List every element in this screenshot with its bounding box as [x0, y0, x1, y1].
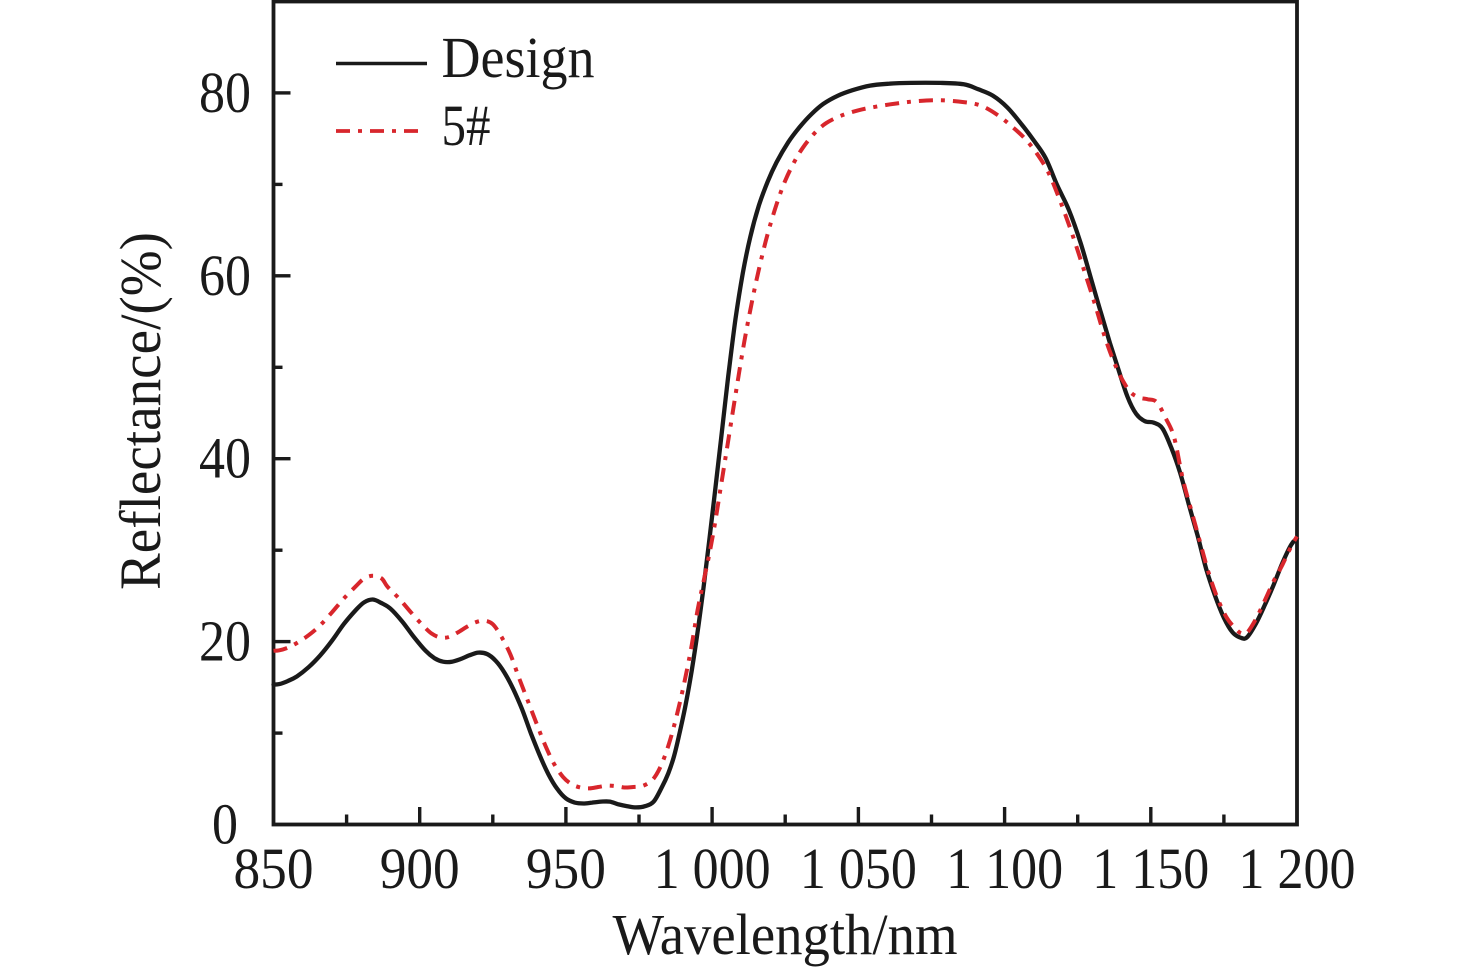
- svg-text:5#: 5#: [442, 93, 491, 158]
- svg-text:1 100: 1 100: [946, 836, 1063, 901]
- svg-text:900: 900: [380, 836, 460, 901]
- svg-text:40: 40: [199, 426, 251, 491]
- svg-text:1 000: 1 000: [654, 836, 771, 901]
- svg-text:1 150: 1 150: [1092, 836, 1209, 901]
- svg-text:1 200: 1 200: [1239, 836, 1356, 901]
- svg-text:950: 950: [526, 836, 606, 901]
- svg-text:60: 60: [199, 243, 251, 308]
- svg-text:1 050: 1 050: [800, 836, 917, 901]
- svg-text:Wavelength/nm: Wavelength/nm: [613, 902, 958, 967]
- svg-text:0: 0: [212, 792, 238, 857]
- svg-text:850: 850: [234, 836, 314, 901]
- svg-text:80: 80: [199, 60, 251, 125]
- svg-text:Reflectance/(%): Reflectance/(%): [108, 232, 173, 590]
- svg-text:Design: Design: [442, 25, 595, 90]
- svg-text:20: 20: [199, 609, 251, 674]
